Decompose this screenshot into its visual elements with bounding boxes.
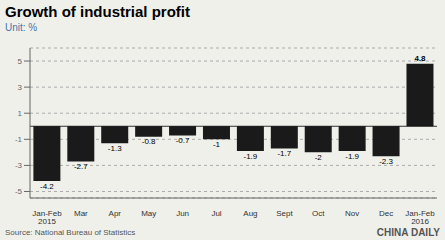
svg-text:-1: -1 — [213, 140, 221, 149]
svg-text:Mar: Mar — [74, 209, 88, 218]
svg-text:Sept: Sept — [276, 209, 293, 218]
html-text:CHINA DAILY: CHINA DAILY — [376, 226, 440, 238]
svg-text:3: 3 — [18, 83, 23, 92]
svg-text:Oct: Oct — [312, 209, 325, 218]
svg-text:-5: -5 — [15, 187, 23, 196]
svg-text:-2: -2 — [315, 153, 323, 162]
svg-text:Jun: Jun — [176, 209, 189, 218]
svg-text:1: 1 — [18, 109, 23, 118]
html-text:Unit: %: Unit: % — [5, 22, 38, 33]
svg-text:Jan-Feb2016: Jan-Feb2016 — [405, 209, 435, 224]
svg-text:Jan-Feb2015: Jan-Feb2015 — [32, 209, 62, 224]
svg-text:-0.7: -0.7 — [176, 136, 190, 145]
svg-text:-1: -1 — [15, 135, 23, 144]
svg-text:-0.8: -0.8 — [142, 137, 156, 146]
svg-text:-3: -3 — [15, 161, 23, 170]
svg-text:-2.7: -2.7 — [74, 162, 88, 171]
svg-text:-1.9: -1.9 — [243, 152, 257, 161]
svg-text:-4.2: -4.2 — [40, 182, 54, 191]
svg-text:Nov: Nov — [345, 209, 359, 218]
svg-text:-2.3: -2.3 — [379, 157, 393, 166]
svg-text:Dec: Dec — [379, 209, 393, 218]
svg-text:-1.3: -1.3 — [108, 144, 122, 153]
svg-text:-1.7: -1.7 — [277, 149, 291, 158]
svg-text:-1.9: -1.9 — [345, 152, 359, 161]
svg-text:4.8: 4.8 — [414, 54, 426, 63]
html-text:Source: National Bureau of Sta: Source: National Bureau of Statistics — [5, 227, 136, 237]
svg-text:Jul: Jul — [211, 209, 221, 218]
svg-text:May: May — [141, 209, 156, 218]
svg-text:Aug: Aug — [243, 209, 257, 218]
svg-text:Apr: Apr — [109, 209, 122, 218]
svg-text:5: 5 — [18, 57, 23, 66]
html-text:Growth of industrial profit: Growth of industrial profit — [5, 3, 190, 20]
